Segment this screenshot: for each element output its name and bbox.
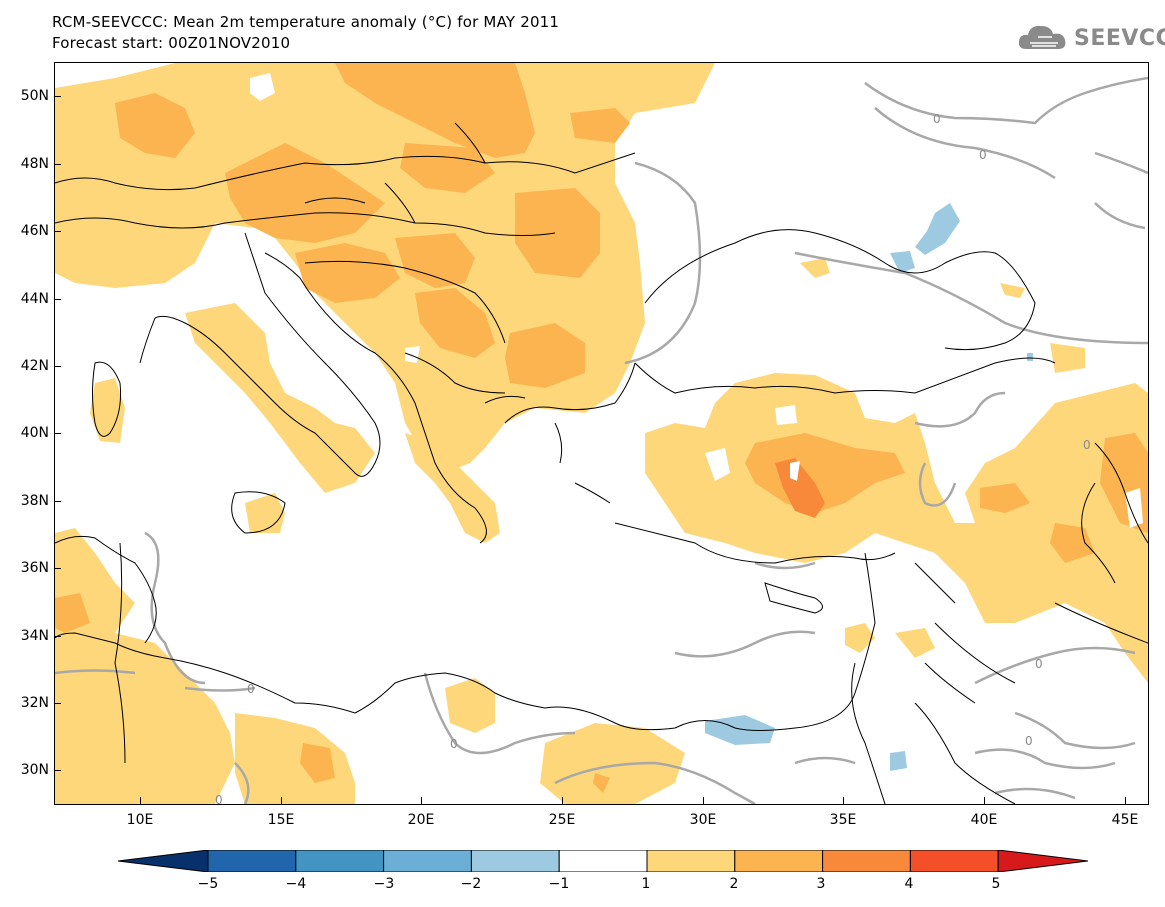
lat-tick [54, 636, 61, 637]
contour-label: 0 [450, 737, 458, 751]
lat-label: 38N [20, 493, 49, 509]
lat-tick [54, 96, 61, 97]
colorbar-label: −3 [373, 876, 395, 892]
lat-tick [54, 231, 61, 232]
logo-text: SEEVCCC [1074, 25, 1165, 51]
contour-label: 0 [247, 682, 255, 696]
seevccc-logo: SEEVCCC [1018, 22, 1165, 54]
lat-label: 50N [20, 88, 49, 104]
lon-tick [140, 797, 141, 804]
colorbar-segment [295, 850, 385, 872]
lat-tick [54, 770, 61, 771]
cloud-icon [1018, 25, 1066, 49]
lat-label: 44N [20, 291, 49, 307]
lon-label: 15E [267, 812, 295, 828]
lon-tick [421, 797, 422, 804]
colorbar-label: 4 [904, 876, 914, 892]
contour-label: 0 [215, 793, 223, 804]
lat-label: 46N [20, 223, 49, 239]
contour-label: 0 [1083, 438, 1091, 452]
lon-label: 40E [970, 812, 998, 828]
lon-label: 35E [829, 812, 857, 828]
colorbar-segment [558, 850, 648, 872]
colorbar-right-arrow [997, 850, 1088, 872]
lon-label: 20E [407, 812, 435, 828]
colorbar-segment [734, 850, 824, 872]
colorbar-label: 5 [991, 876, 1001, 892]
contour-labels: 0 0 0 0 0 0 0 0 [215, 112, 1091, 804]
forecast-start-label: Forecast start: 00Z01NOV2010 [52, 34, 291, 52]
lat-tick [54, 433, 61, 434]
lon-tick [843, 797, 844, 804]
colorbar-label: −4 [285, 876, 307, 892]
colorbar-segment [822, 850, 911, 872]
anomaly-map: 0 0 0 0 0 0 0 0 [54, 62, 1149, 805]
anomaly-1-2-regions [55, 63, 1148, 804]
lat-label: 36N [20, 560, 49, 576]
lat-label: 34N [20, 628, 49, 644]
colorbar [118, 850, 1088, 872]
anomaly-3-4-regions [775, 458, 825, 518]
colorbar-label: −2 [460, 876, 482, 892]
colorbar-label: −5 [197, 876, 219, 892]
lat-tick [54, 299, 61, 300]
white-holes [250, 73, 1143, 528]
colorbar-segment [383, 850, 472, 872]
coastlines-borders [55, 122, 1148, 804]
colorbar-segment [646, 850, 736, 872]
colorbar-segment [470, 850, 560, 872]
contour-label: 0 [979, 148, 987, 162]
lat-tick [54, 703, 61, 704]
colorbar-segment [909, 850, 999, 872]
lat-label: 42N [20, 358, 49, 374]
lat-tick [54, 568, 61, 569]
lon-tick [1125, 797, 1126, 804]
lat-label: 40N [20, 425, 49, 441]
colorbar-left-arrow [118, 850, 209, 872]
lat-label: 30N [20, 762, 49, 778]
lon-tick [984, 797, 985, 804]
lat-tick [54, 366, 61, 367]
zero-contours [55, 76, 1148, 804]
lat-tick [54, 164, 61, 165]
lon-tick [703, 797, 704, 804]
lat-label: 32N [20, 695, 49, 711]
lon-label: 25E [548, 812, 576, 828]
colorbar-segment [207, 850, 297, 872]
colorbar-label: 2 [729, 876, 739, 892]
anomaly-neg-regions [705, 203, 1033, 771]
contour-label: 0 [1025, 734, 1033, 748]
lat-label: 48N [20, 156, 49, 172]
lat-tick [54, 501, 61, 502]
contour-label: 0 [933, 112, 941, 126]
lon-label: 30E [689, 812, 717, 828]
colorbar-label: −1 [548, 876, 570, 892]
lon-label: 10E [126, 812, 154, 828]
lon-label: 45E [1111, 812, 1139, 828]
lon-tick [562, 797, 563, 804]
anomaly-2-3-regions [55, 63, 1148, 793]
map-canvas: 0 0 0 0 0 0 0 0 [55, 63, 1148, 804]
colorbar-label: 1 [641, 876, 651, 892]
contour-label: 0 [1035, 657, 1043, 671]
map-title: RCM-SEEVCCC: Mean 2m temperature anomaly… [52, 13, 560, 31]
lon-tick [281, 797, 282, 804]
colorbar-label: 3 [816, 876, 826, 892]
